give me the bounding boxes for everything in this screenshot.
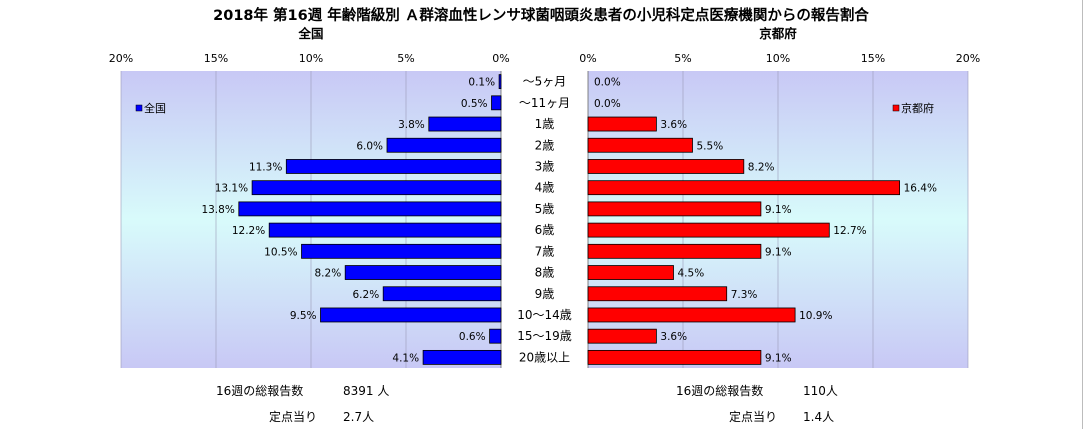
category-label: 15～19歳: [517, 329, 572, 343]
right-bar: [587, 349, 762, 365]
right-bar: [587, 307, 796, 323]
left-total-label: 16週の総報告数: [216, 384, 304, 398]
right-bar: [587, 243, 762, 259]
right-bar: [587, 180, 901, 196]
left-panel-title: 全国: [297, 26, 323, 41]
left-bar: [428, 116, 502, 132]
chart-title: 2018年 第16週 年齢階級別 Ａ群溶血性レンサ球菌咽頭炎患者の小児科定点医療…: [213, 6, 869, 24]
right-x-tick-label: 10%: [766, 52, 790, 65]
right-bar: [587, 159, 745, 174]
left-value-label: 8.2%: [315, 268, 342, 280]
category-label: 6歳: [535, 223, 555, 237]
left-bar: [344, 265, 502, 280]
right-bar: [587, 265, 674, 280]
right-x-tick-label: 15%: [861, 52, 885, 65]
left-legend-label: 全国: [144, 101, 166, 115]
left-value-label: 6.0%: [356, 140, 383, 152]
left-bar: [491, 95, 502, 111]
right-value-label: 5.5%: [697, 140, 724, 152]
right-value-label: 9.1%: [765, 352, 792, 364]
right-value-label: 10.9%: [799, 310, 832, 322]
left-value-label: 0.1%: [468, 77, 495, 89]
left-x-tick-label: 0%: [492, 52, 509, 65]
left-bar: [268, 222, 502, 238]
right-total-value: 110人: [803, 384, 838, 398]
left-bar: [301, 243, 502, 259]
category-label: 2歳: [535, 138, 555, 152]
left-value-label: 0.6%: [459, 331, 486, 343]
right-value-label: 3.6%: [660, 331, 687, 343]
left-bar: [382, 286, 502, 302]
category-label: 20歳以上: [519, 350, 570, 364]
right-bar: [587, 222, 830, 238]
left-value-label: 13.1%: [215, 183, 248, 195]
right-value-label: 0.0%: [594, 98, 621, 110]
left-per-value: 2.7人: [343, 410, 375, 424]
left-bar: [498, 74, 502, 90]
left-total-value: 8391 人: [343, 384, 390, 398]
right-value-label: 4.5%: [678, 268, 705, 280]
left-value-label: 0.5%: [461, 98, 488, 110]
left-value-label: 9.5%: [290, 310, 317, 322]
left-per-label: 定点当り: [269, 410, 318, 424]
left-bar: [422, 349, 502, 365]
category-label: 5歳: [535, 202, 555, 216]
category-label: 8歳: [535, 266, 555, 280]
left-value-label: 10.5%: [264, 246, 297, 258]
right-bar: [587, 286, 728, 302]
left-bar: [251, 180, 502, 196]
left-x-tick-label: 15%: [204, 52, 228, 65]
right-value-label: 3.6%: [660, 119, 687, 131]
left-bar: [386, 137, 502, 153]
right-value-label: 9.1%: [765, 204, 792, 216]
left-x-tick-label: 5%: [397, 52, 414, 65]
left-value-label: 11.3%: [249, 161, 282, 173]
category-label: 10～14歳: [517, 308, 572, 322]
right-bar: [587, 201, 762, 217]
right-value-label: 0.0%: [594, 77, 621, 89]
right-value-label: 8.2%: [748, 161, 775, 173]
left-value-label: 4.1%: [392, 352, 419, 364]
right-value-label: 16.4%: [904, 183, 937, 195]
left-x-tick-label: 20%: [109, 52, 133, 65]
right-value-label: 9.1%: [765, 246, 792, 258]
category-label: 9歳: [535, 287, 555, 301]
right-per-value: 1.4人: [803, 410, 835, 424]
right-x-tick-label: 5%: [674, 52, 691, 65]
right-bar: [587, 116, 657, 132]
right-bar: [587, 328, 657, 344]
category-label: ～5ヶ月: [523, 75, 567, 89]
right-value-label: 12.7%: [833, 225, 866, 237]
left-bar: [320, 307, 502, 323]
left-x-tick-label: 10%: [299, 52, 323, 65]
right-x-tick-label: 20%: [956, 52, 980, 65]
left-value-label: 13.8%: [201, 204, 234, 216]
category-label: 4歳: [535, 181, 555, 195]
left-value-label: 12.2%: [232, 225, 265, 237]
left-bar: [238, 201, 502, 217]
right-panel-title: 京都府: [759, 26, 797, 41]
category-label: 1歳: [535, 117, 555, 131]
category-label: 3歳: [535, 159, 555, 173]
right-x-tick-label: 0%: [579, 52, 596, 65]
right-legend-swatch: [892, 104, 900, 112]
left-bar: [285, 159, 502, 174]
category-label: ～11ヶ月: [519, 96, 570, 110]
right-value-label: 7.3%: [731, 289, 758, 301]
left-legend-swatch: [135, 104, 143, 112]
right-per-label: 定点当り: [729, 410, 778, 424]
left-value-label: 3.8%: [398, 119, 425, 131]
category-label: 7歳: [535, 244, 555, 258]
right-total-label: 16週の総報告数: [676, 384, 764, 398]
left-value-label: 6.2%: [353, 289, 380, 301]
left-bar: [489, 328, 502, 344]
right-bar: [587, 137, 693, 153]
right-legend-label: 京都府: [901, 101, 934, 115]
